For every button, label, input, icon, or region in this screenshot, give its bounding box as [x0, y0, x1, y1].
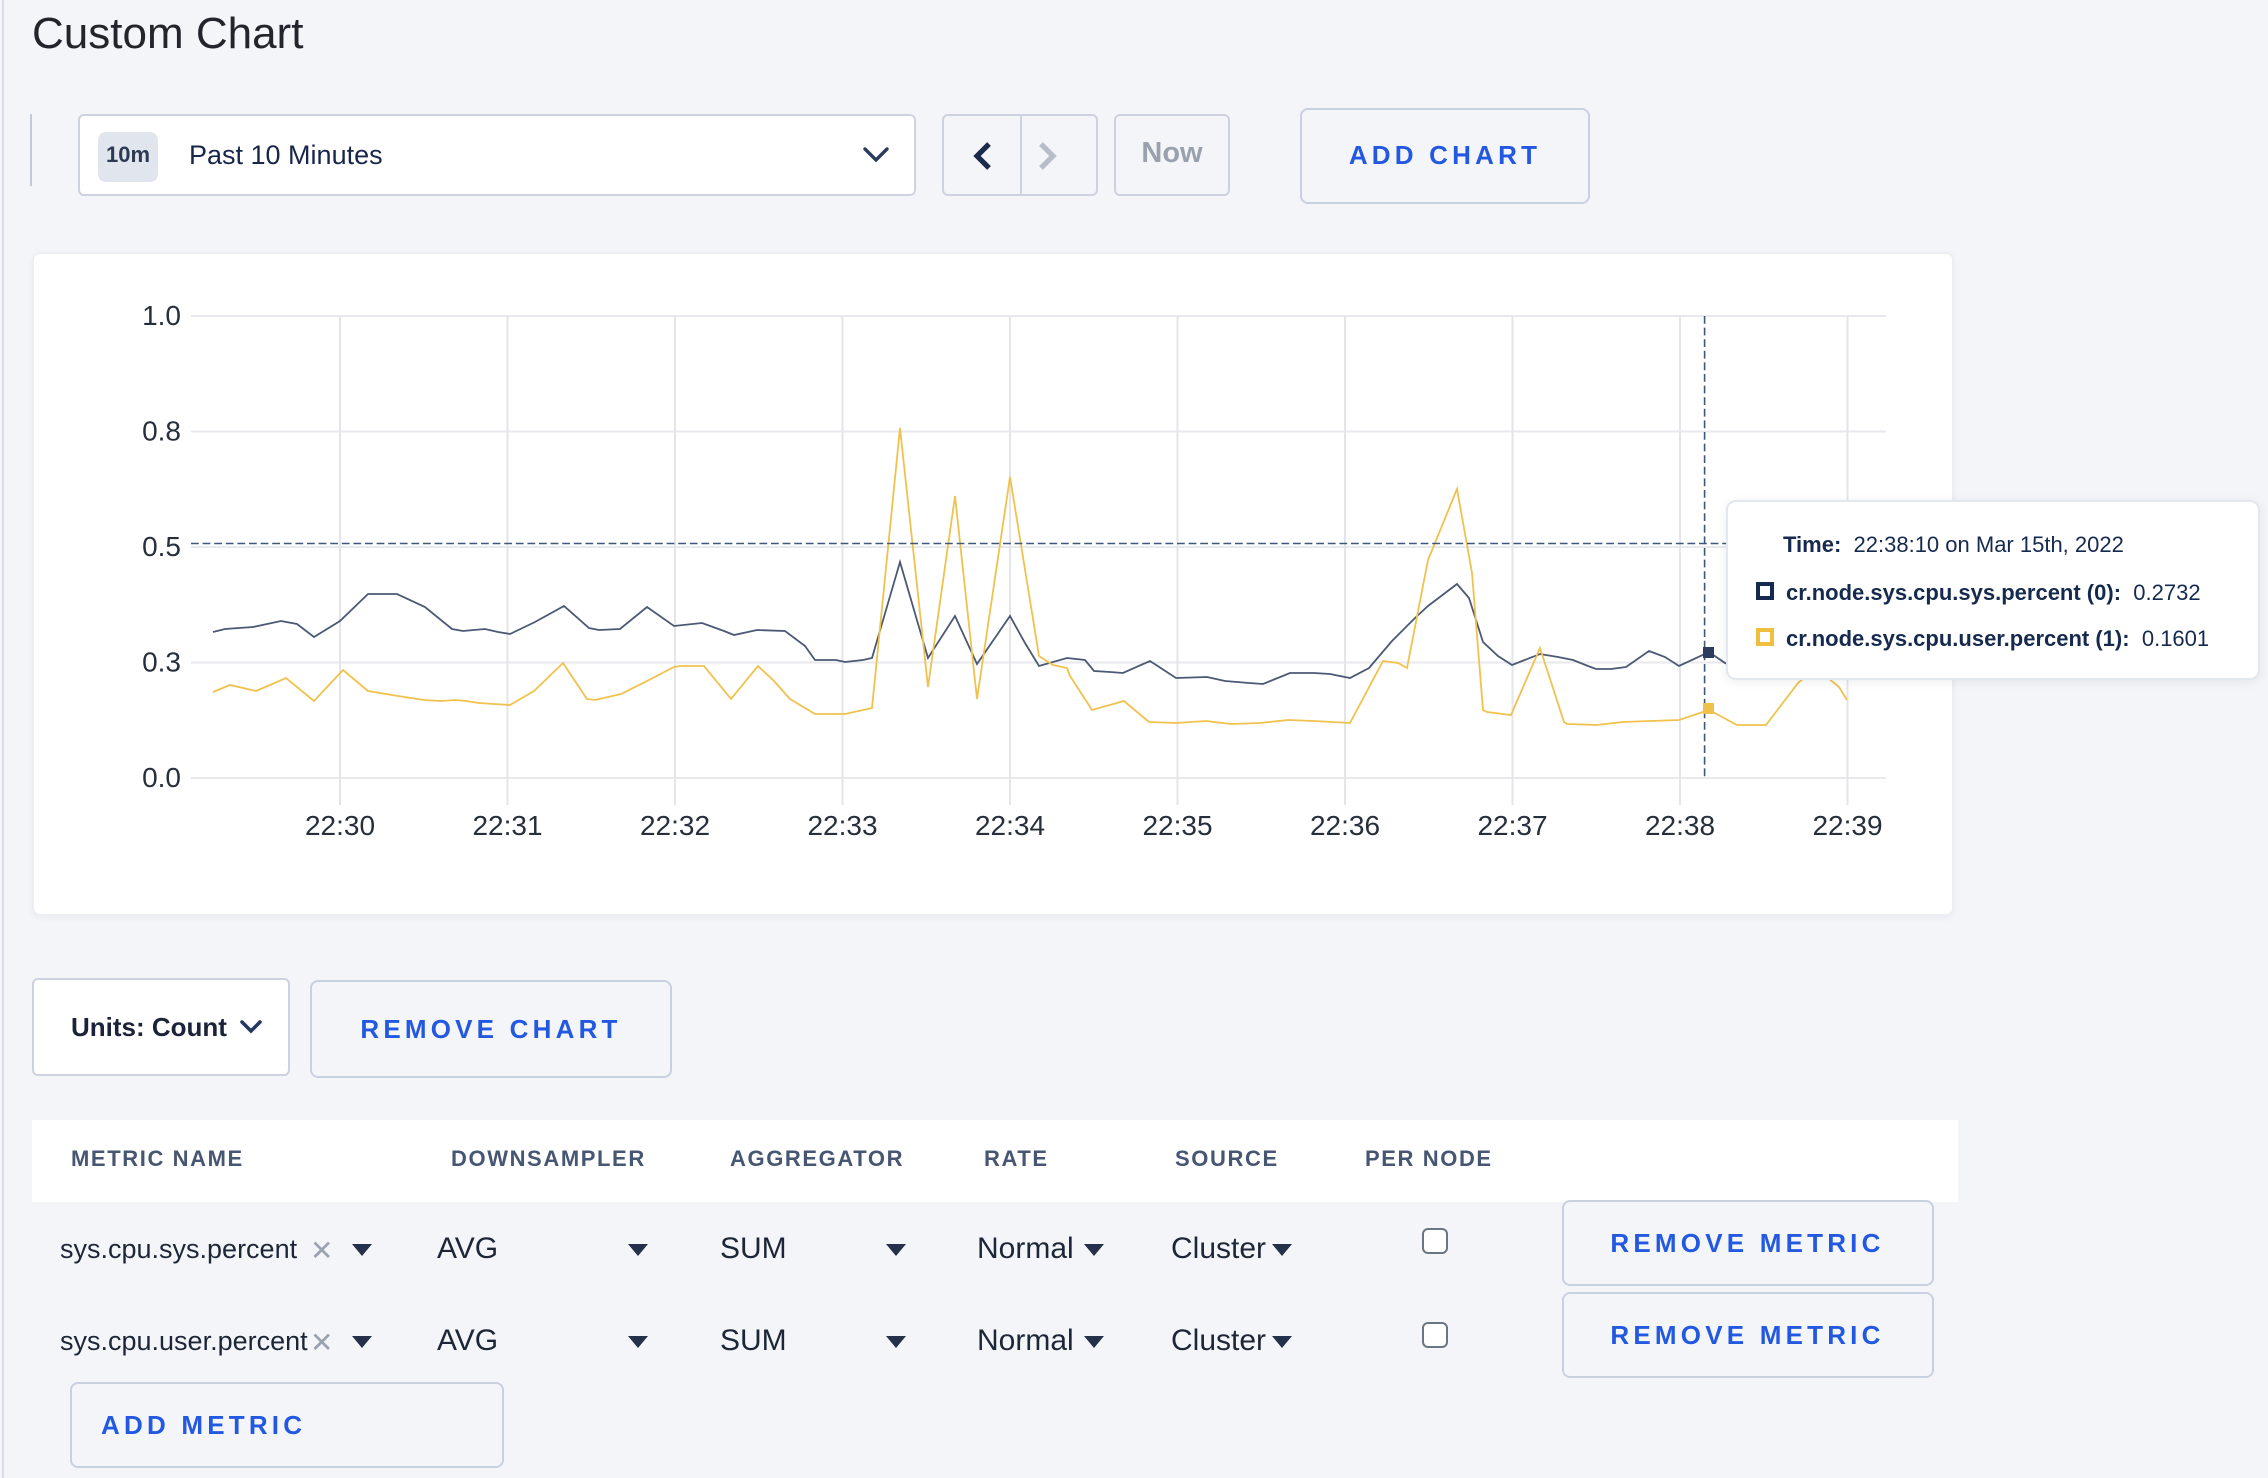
svg-text:0.3: 0.3	[141, 647, 180, 678]
svg-text:1.0: 1.0	[141, 300, 180, 331]
svg-text:22:32: 22:32	[639, 810, 709, 841]
svg-text:22:39: 22:39	[1811, 810, 1881, 841]
svg-text:22:35: 22:35	[1141, 810, 1211, 841]
svg-text:22:31: 22:31	[471, 810, 541, 841]
svg-text:22:38: 22:38	[1644, 810, 1714, 841]
svg-text:22:37: 22:37	[1476, 810, 1546, 841]
svg-text:22:34: 22:34	[974, 810, 1044, 841]
svg-text:0.5: 0.5	[141, 531, 180, 562]
svg-text:0.0: 0.0	[141, 762, 180, 793]
svg-text:0.8: 0.8	[141, 416, 180, 447]
svg-text:22:33: 22:33	[806, 810, 876, 841]
svg-text:22:36: 22:36	[1309, 810, 1379, 841]
svg-text:22:30: 22:30	[304, 810, 374, 841]
